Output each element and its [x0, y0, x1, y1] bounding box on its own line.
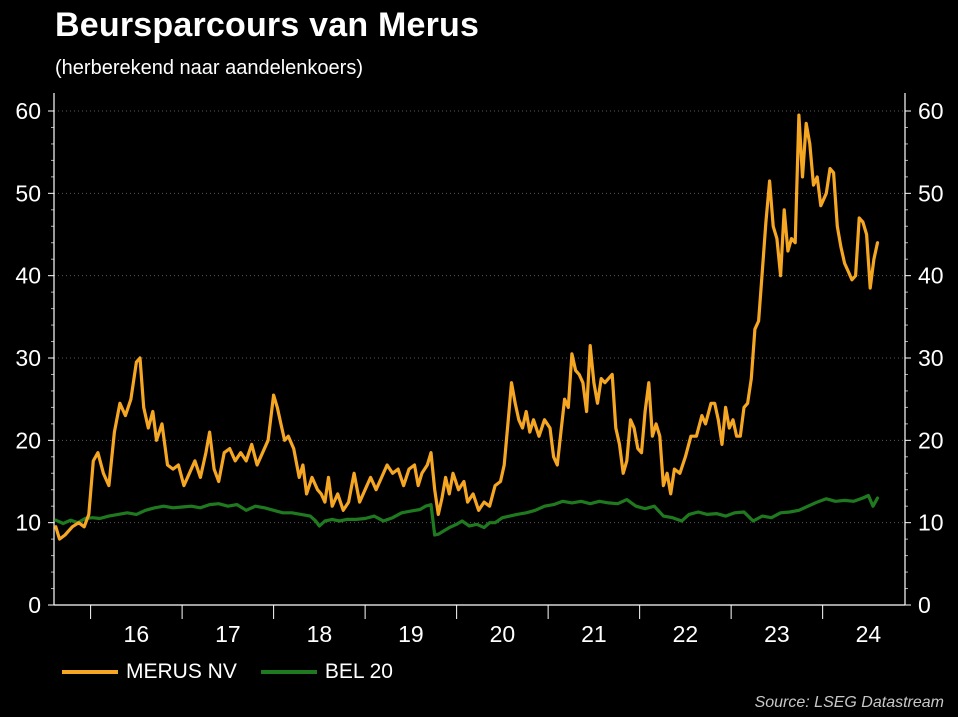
y-tick-label-left: 0: [28, 592, 41, 618]
legend-swatch-bel20: [260, 670, 317, 674]
y-tick-label-right: 20: [918, 427, 944, 453]
axes: 0 0 10 10 20 20 30 30 40 40 50 50 60 60 16 17 18 19 20 21 22…: [15, 93, 944, 647]
x-tick-label: 19: [398, 621, 424, 647]
legend-label-merus: MERUS NV: [126, 660, 237, 683]
legend-swatch-merus: [62, 670, 118, 674]
y-tick-label-left: 10: [15, 510, 41, 536]
legend-label-bel20: BEL 20: [324, 660, 393, 683]
x-tick-label: 17: [215, 621, 241, 647]
y-tick-label-right: 10: [918, 510, 944, 536]
y-tick-label-left: 50: [15, 180, 41, 206]
chart-title: Beursparcours van Merus: [55, 6, 480, 44]
y-tick-label-right: 30: [918, 345, 944, 371]
series-line-bel20: [54, 493, 880, 537]
x-tick-label: 21: [581, 621, 607, 647]
x-tick-label: 23: [764, 621, 790, 647]
legend-item-merus: MERUS NV: [62, 660, 237, 684]
legend: MERUS NV BEL 20: [62, 660, 417, 684]
y-tick-label-right: 50: [918, 180, 944, 206]
x-tick-label: 24: [856, 621, 882, 647]
y-tick-label-right: 40: [918, 263, 944, 289]
y-tick-label-left: 60: [15, 98, 41, 124]
x-tick-label: 20: [490, 621, 516, 647]
gridlines: [54, 110, 905, 524]
x-tick-label: 16: [124, 621, 150, 647]
x-tick-label: 18: [307, 621, 333, 647]
y-tick-label-left: 20: [15, 427, 41, 453]
chart-subtitle: (herberekend naar aandelenkoers): [55, 57, 363, 79]
series-lines: [54, 113, 880, 541]
series-line-merus: [54, 113, 880, 541]
y-tick-label-left: 30: [15, 345, 41, 371]
legend-item-bel20: BEL 20: [260, 660, 393, 684]
x-tick-label: 22: [673, 621, 699, 647]
y-tick-label-right: 60: [918, 98, 944, 124]
y-tick-label-left: 40: [15, 263, 41, 289]
source-note: Source: LSEG Datastream: [754, 694, 944, 711]
y-tick-label-right: 0: [918, 592, 931, 618]
